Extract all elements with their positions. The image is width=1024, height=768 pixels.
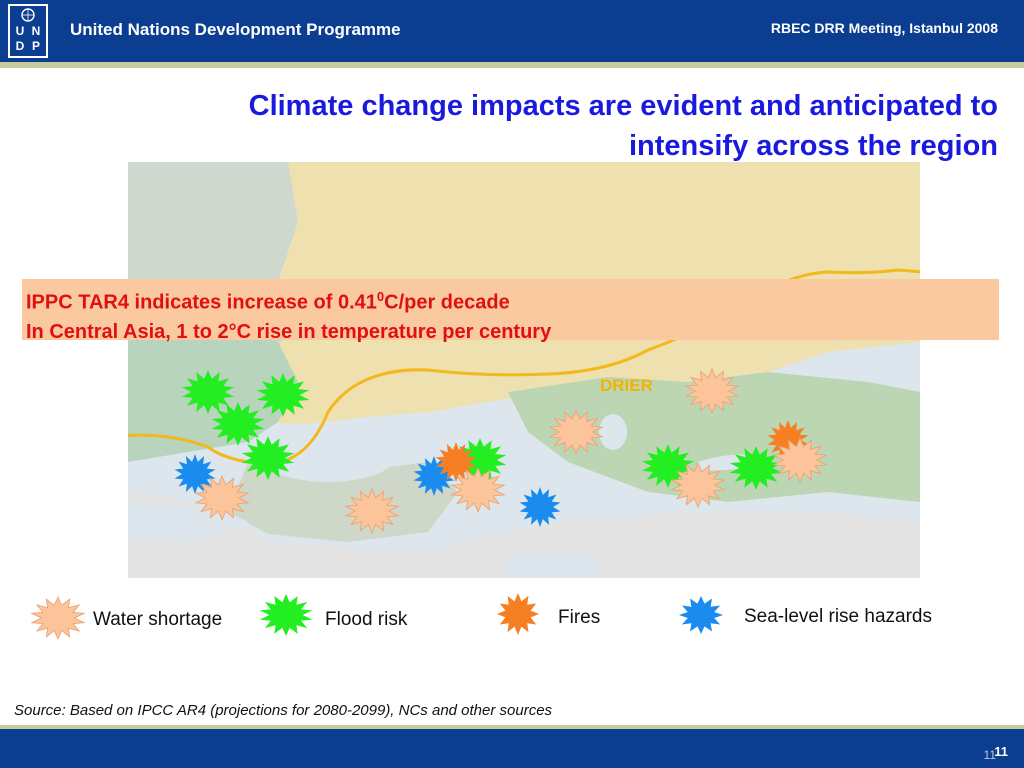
undp-logo: U N D P: [8, 4, 48, 58]
org-name: United Nations Development Programme: [70, 20, 401, 39]
header-divider: [0, 62, 1024, 68]
callout-line-1-prefix: IPPC TAR4 indicates increase of 0.41: [26, 291, 377, 314]
logo-letter: P: [31, 39, 40, 53]
sea-level-burst-icon: [679, 596, 723, 634]
slide-title: Climate change impacts are evident and a…: [98, 86, 998, 166]
flood-risk-burst-icon: [259, 594, 313, 636]
degree-superscript: 0: [376, 289, 385, 304]
page-number-ghost: 11: [983, 748, 996, 762]
fire-burst-icon: [497, 593, 539, 635]
callout-line-1: IPPC TAR4 indicates increase of 0.410C/p…: [26, 282, 999, 318]
drier-label: DRIER: [600, 376, 653, 395]
flood-risk-burst-icon: [259, 594, 313, 636]
slide-title-line-2: intensify across the region: [628, 130, 998, 162]
header-bar: U N D P United Nations Development Progr…: [0, 0, 1024, 62]
meeting-title: RBEC DRR Meeting, Istanbul 2008: [770, 20, 998, 36]
footer-bar: [0, 729, 1024, 768]
water-shortage-burst-icon: [30, 596, 86, 640]
region-map: [128, 162, 920, 578]
slide-title-line-1: Climate change impacts are evident and a…: [248, 90, 998, 122]
page-number: 11: [994, 744, 1008, 759]
footer-divider: [0, 725, 1024, 729]
sea-level-burst-icon: [679, 596, 723, 634]
source-note: Source: Based on IPCC AR4 (projections f…: [14, 702, 553, 719]
logo-letter: U: [15, 24, 25, 38]
legend-label-water-shortage: Water shortage: [93, 609, 223, 630]
un-emblem-icon: [21, 8, 35, 22]
legend-label-sea-level: Sea-level rise hazards: [744, 606, 932, 627]
logo-letter: D: [15, 39, 25, 53]
fire-burst-icon: [497, 593, 539, 635]
temperature-callout: IPPC TAR4 indicates increase of 0.410C/p…: [22, 279, 999, 343]
water-shortage-burst-icon: [30, 596, 86, 640]
legend-label-flood-risk: Flood risk: [325, 609, 408, 630]
callout-line-2: In Central Asia, 1 to 2°C rise in temper…: [26, 320, 552, 343]
legend-label-fires: Fires: [558, 607, 601, 628]
undp-letters: U N D P: [12, 24, 44, 54]
logo-letter: N: [31, 24, 41, 38]
callout-line-1-suffix: C/per decade: [384, 291, 510, 314]
